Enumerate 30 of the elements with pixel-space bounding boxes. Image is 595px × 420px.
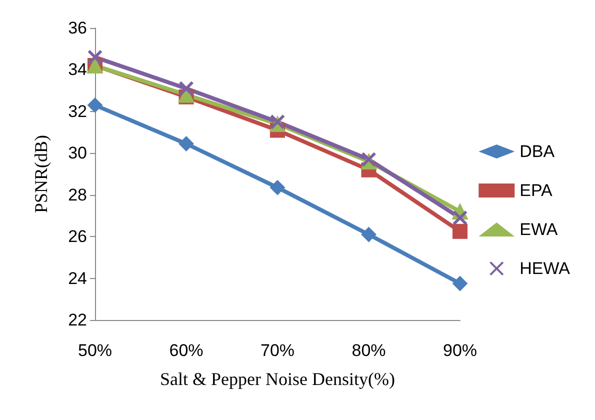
y-tick-label: 34 <box>68 60 87 80</box>
point <box>88 98 102 113</box>
legend-label: DBA <box>520 142 556 161</box>
x-tick-label: 60% <box>169 341 204 360</box>
x-tick-label: 70% <box>260 341 295 360</box>
point <box>452 276 468 291</box>
point <box>270 114 284 129</box>
legend-label: EPA <box>520 181 554 200</box>
point <box>88 50 102 64</box>
y-tick-label: 22 <box>68 310 87 330</box>
point <box>270 180 285 196</box>
point <box>362 152 376 166</box>
point <box>179 81 194 96</box>
y-tick-label: 36 <box>68 18 87 38</box>
y-tick-label: 30 <box>68 144 87 163</box>
x-tick-label: 80% <box>352 341 386 360</box>
y-tick-label: 26 <box>68 227 87 246</box>
y-tick-label: 32 <box>68 102 87 121</box>
point <box>453 210 467 225</box>
legend-label: EWA <box>520 220 558 239</box>
point <box>452 224 468 239</box>
point <box>361 226 376 242</box>
y-axis-title: PSNR(dB) <box>31 134 51 214</box>
point <box>178 136 194 152</box>
x-axis-title: Salt & Pepper Noise Density(%) <box>160 369 395 389</box>
y-tick-label: 24 <box>68 268 87 288</box>
legend-label: HEWA <box>520 259 571 278</box>
x-tick-label: 90% <box>442 341 478 360</box>
y-tick-label: 28 <box>68 185 87 204</box>
x-tick-label: 50% <box>78 341 112 360</box>
